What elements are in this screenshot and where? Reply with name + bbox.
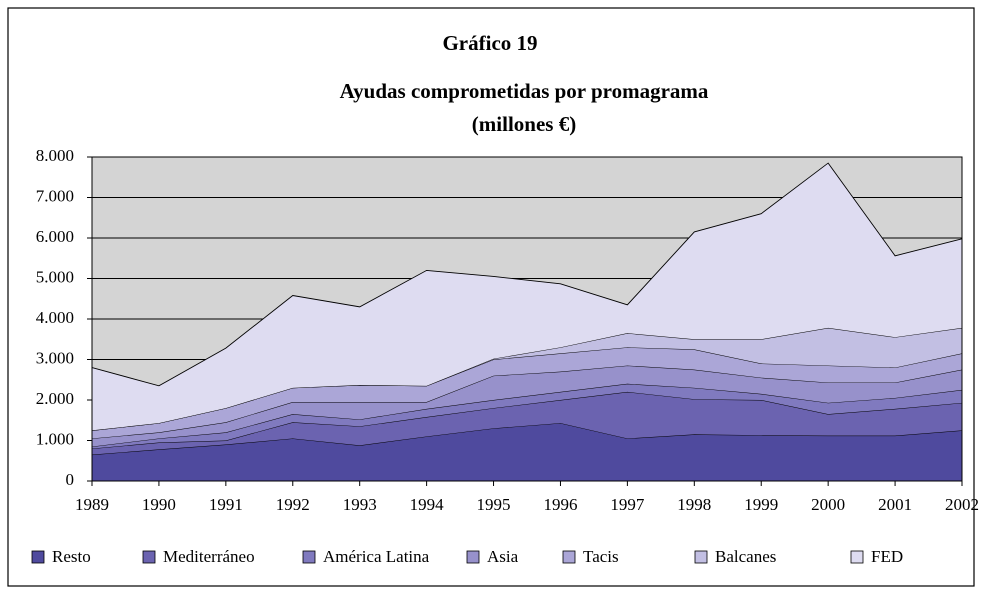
area-edge: [91, 162, 963, 387]
area: [92, 423, 962, 481]
y-tick-label: 3.000: [36, 348, 74, 367]
chart-title: Gráfico 19: [442, 31, 537, 55]
area: [92, 391, 962, 455]
legend-swatch: [694, 550, 708, 564]
legend-swatch: [850, 550, 864, 564]
y-tick-label: 0: [66, 470, 75, 489]
x-tick-label: 1995: [477, 495, 511, 514]
x-tick-label: 1996: [543, 495, 577, 514]
legend-swatch: [31, 550, 45, 564]
area: [92, 365, 962, 447]
x-tick-label: 1994: [410, 495, 445, 514]
legend-label: Tacis: [583, 547, 619, 566]
x-tick-label: 1997: [610, 495, 645, 514]
x-tick-label: 2002: [945, 495, 979, 514]
chart-subtitle: (millones €): [472, 112, 576, 136]
y-tick-label: 6.000: [36, 227, 74, 246]
x-tick-label: 1992: [276, 495, 310, 514]
area: [92, 383, 962, 449]
plot-border: [91, 156, 963, 482]
legend-label: FED: [871, 547, 903, 566]
y-tick-label: 5.000: [36, 267, 74, 286]
legend-label: Balcanes: [715, 547, 776, 566]
legend-label: América Latina: [323, 547, 430, 566]
x-tick-label: 1990: [142, 495, 176, 514]
x-tick-label: 1989: [75, 495, 109, 514]
x-tick-label: 1993: [343, 495, 377, 514]
y-tick-label: 2.000: [36, 389, 74, 408]
x-tick-label: 1998: [677, 495, 711, 514]
y-tick-label: 7.000: [36, 186, 74, 205]
legend-swatch: [466, 550, 480, 564]
x-tick-label: 1999: [744, 495, 778, 514]
x-tick-label: 1991: [209, 495, 243, 514]
legend-swatch: [302, 550, 316, 564]
legend-swatch: [142, 550, 156, 564]
x-tick-label: 2001: [878, 495, 912, 514]
area: [92, 347, 962, 439]
legend-label: Asia: [487, 547, 519, 566]
legend-swatch: [562, 550, 576, 564]
chart-subtitle: Ayudas comprometidas por promagrama: [340, 79, 709, 103]
area: [92, 163, 962, 431]
y-tick-label: 1.000: [36, 429, 74, 448]
x-tick-label: 2000: [811, 495, 845, 514]
area: [92, 327, 962, 431]
y-tick-label: 4.000: [36, 308, 74, 327]
legend-label: Mediterráneo: [163, 547, 255, 566]
legend-label: Resto: [52, 547, 91, 566]
y-tick-label: 8.000: [36, 146, 74, 165]
